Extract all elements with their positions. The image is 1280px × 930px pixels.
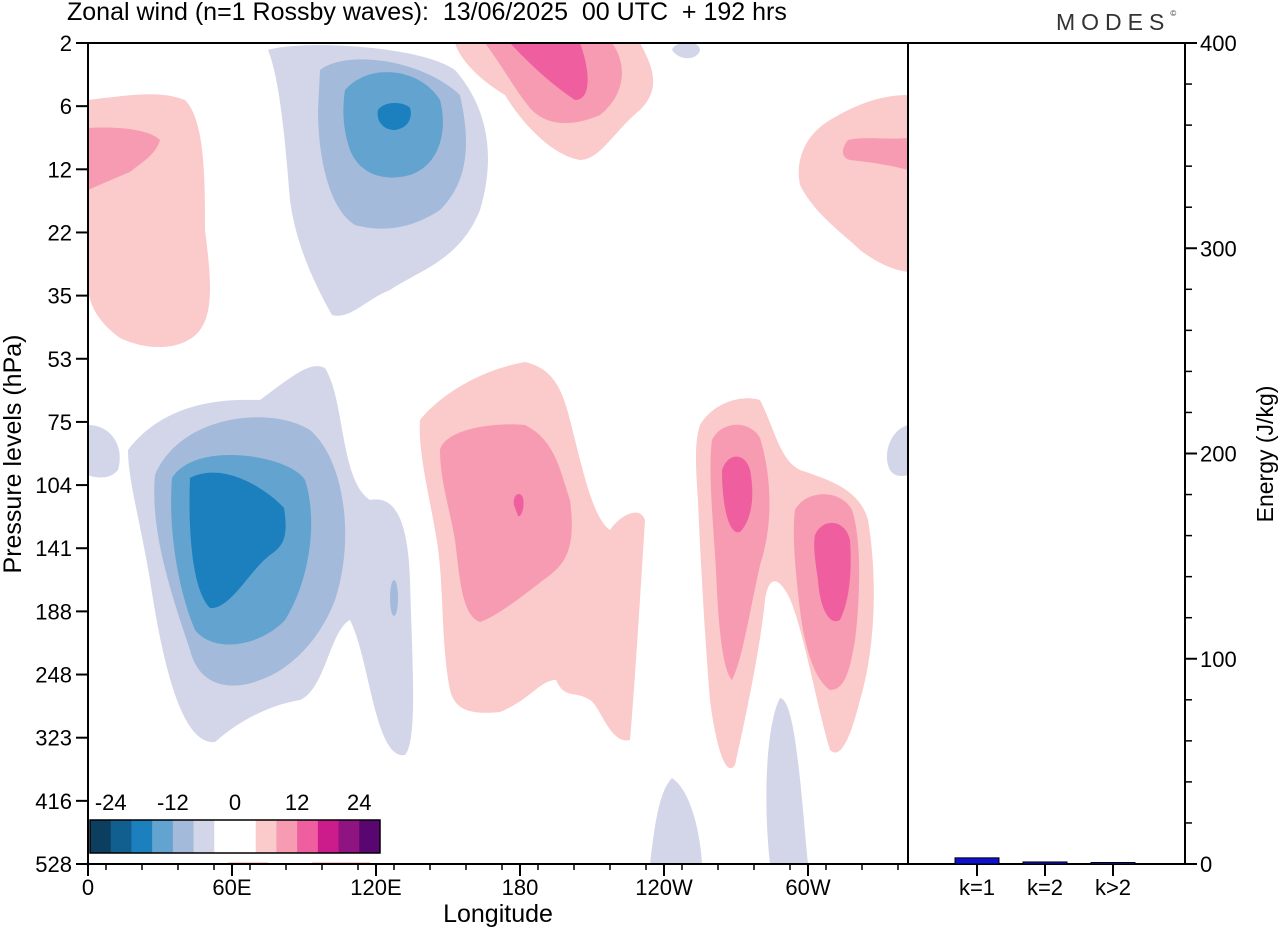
y-axis-title: Pressure levels (hPa) <box>0 335 27 574</box>
logo-text: MODES <box>1056 9 1171 35</box>
colorbar-swatch <box>90 820 112 853</box>
y-tick-label: 141 <box>35 536 72 561</box>
contour-pos-15 <box>842 138 908 170</box>
modes-logo: MODES© <box>1056 9 1177 35</box>
colorbar-swatch <box>131 820 153 853</box>
colorbar-swatch <box>276 820 298 853</box>
colorbar-swatch <box>110 820 132 853</box>
contour-pos-2 <box>88 127 160 190</box>
colorbar-swatch <box>297 820 319 853</box>
energy-tick-label: 0 <box>1200 852 1212 877</box>
x-tick-label: 60W <box>785 875 830 900</box>
energy-bar <box>1090 862 1136 865</box>
colorbar-swatch <box>172 820 195 853</box>
contour-pos-13 <box>814 522 851 622</box>
energy-bar <box>1022 861 1068 865</box>
energy-tick-label: 200 <box>1200 442 1237 467</box>
energy-plot-frame <box>907 42 1186 865</box>
contour-neg-4 <box>189 472 286 609</box>
contour-pos-8 <box>513 494 524 517</box>
y-tick-label: 53 <box>48 347 72 372</box>
x-tick-label: 120E <box>350 875 401 900</box>
energy-category-label: k>2 <box>1095 875 1131 900</box>
x-tick-label: 120W <box>635 875 693 900</box>
y-tick-label: 248 <box>35 663 72 688</box>
x-axis-title: Longitude <box>443 900 553 928</box>
colorbar-swatch <box>359 820 381 853</box>
contour-pos-5 <box>510 43 588 100</box>
contour-pos-7 <box>440 424 572 622</box>
contour-pos-11 <box>722 456 753 533</box>
contour-neg-13 <box>766 698 808 864</box>
x-tick-label: 60E <box>212 875 251 900</box>
colorbar-frame <box>89 819 381 854</box>
colorbar: -24 -12 0 12 24 <box>88 787 382 862</box>
x-tick-label: 0 <box>82 875 94 900</box>
energy-category-label: k=2 <box>1027 875 1063 900</box>
energy-category-label: k=1 <box>959 875 995 900</box>
y-tick-label: 75 <box>48 410 72 435</box>
x-tick-label: 180 <box>502 875 539 900</box>
energy-bars: k=1 k=2 k>2 <box>954 857 1136 900</box>
colorbar-swatch <box>235 820 257 853</box>
y-tick-label: 35 <box>48 284 72 309</box>
energy-tick-label: 100 <box>1200 647 1237 672</box>
energy-axis: 0 100 200 300 400 <box>1185 31 1237 877</box>
contour-pos-14 <box>798 95 908 272</box>
colorbar-swatch <box>193 820 215 853</box>
colorbar-label: -24 <box>95 790 127 815</box>
y-tick-label: 2 <box>60 31 72 56</box>
colorbar-swatch <box>255 820 277 853</box>
colorbar-label: 0 <box>229 790 241 815</box>
pressure-axis: 2 6 12 22 35 53 75 104 141 188 248 323 416 528 <box>35 31 88 877</box>
y-tick-label: 104 <box>35 473 72 498</box>
energy-tick-label: 300 <box>1200 236 1237 261</box>
energy-axis-title: Energy (J/kg) <box>1252 386 1278 523</box>
y-tick-label: 416 <box>35 789 72 814</box>
contour-neg-9 <box>88 425 120 478</box>
colorbar-label: -12 <box>157 790 189 815</box>
colorbar-label: 24 <box>347 790 371 815</box>
contour-neg-10 <box>886 425 908 476</box>
y-tick-label: 188 <box>35 599 72 624</box>
colorbar-label: 12 <box>285 790 309 815</box>
contour-neg-11 <box>672 43 700 59</box>
contour-neg-8 <box>377 103 411 130</box>
longitude-axis: 0 60E 120E 180 120W 60W <box>82 864 899 900</box>
colorbar-swatch <box>338 820 360 853</box>
contour-neg-12 <box>650 778 702 864</box>
chart-title: Zonal wind (n=1 Rossby waves): 13/06/202… <box>67 0 787 26</box>
y-tick-label: 6 <box>60 94 72 119</box>
y-tick-label: 22 <box>48 220 72 245</box>
energy-tick-label: 400 <box>1200 31 1237 56</box>
energy-bar <box>954 857 1000 865</box>
colorbar-swatch <box>152 820 174 853</box>
colorbar-swatch <box>317 820 340 853</box>
y-tick-label: 12 <box>48 157 72 182</box>
colorbar-swatch <box>214 820 236 853</box>
y-tick-label: 528 <box>35 852 72 877</box>
wind-contours <box>88 43 908 864</box>
y-tick-label: 323 <box>35 726 72 751</box>
contour-neg-small <box>390 580 398 616</box>
